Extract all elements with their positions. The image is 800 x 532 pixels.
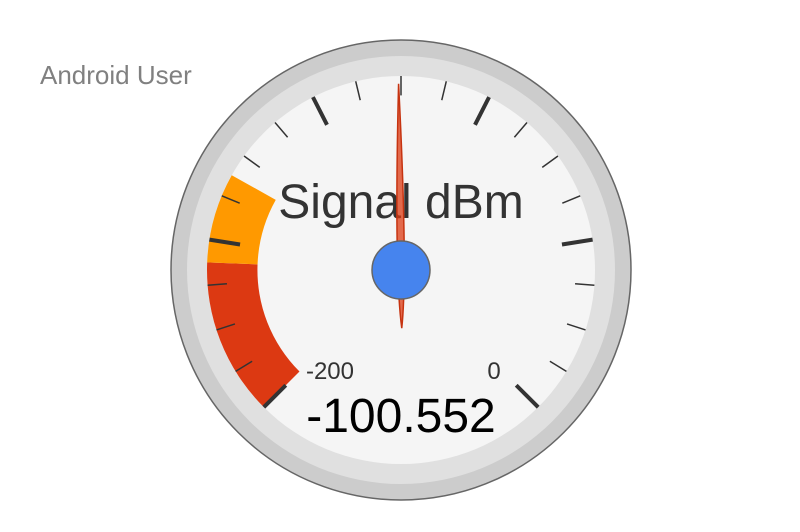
gauge-minor-tick	[221, 195, 240, 204]
gauge-minor-tick	[566, 323, 586, 331]
gauge-minor-tick	[549, 360, 567, 373]
gauge-major-tick	[514, 383, 540, 409]
gauge-major-tick	[561, 237, 593, 247]
gauge-minor-tick	[243, 155, 261, 168]
gauge-major-tick	[473, 96, 491, 126]
gauge-major-tick	[262, 383, 288, 409]
gauge-band-0	[207, 262, 300, 408]
user-label: Android User	[40, 60, 192, 90]
gauge-value-readout: -100.552	[306, 390, 496, 443]
gauge-minor-tick	[575, 282, 595, 286]
gauge-minor-tick	[541, 155, 559, 168]
gauge-min-label: -200	[306, 358, 354, 385]
gauge-minor-tick	[354, 81, 361, 101]
gauge-major-tick	[311, 96, 329, 126]
gauge-minor-tick	[441, 81, 448, 101]
gauge-minor-tick	[513, 121, 528, 138]
gauge-minor-tick	[216, 323, 236, 331]
gauge-minor-tick	[562, 195, 581, 204]
gauge-max-label: 0	[487, 358, 500, 385]
gauge-ticks	[207, 76, 595, 409]
gauge-hub	[371, 240, 431, 300]
gauge-minor-tick	[274, 121, 289, 138]
gauge-minor-tick	[235, 360, 253, 373]
gauge-major-tick	[209, 237, 241, 247]
gauge-minor-tick	[207, 282, 227, 286]
